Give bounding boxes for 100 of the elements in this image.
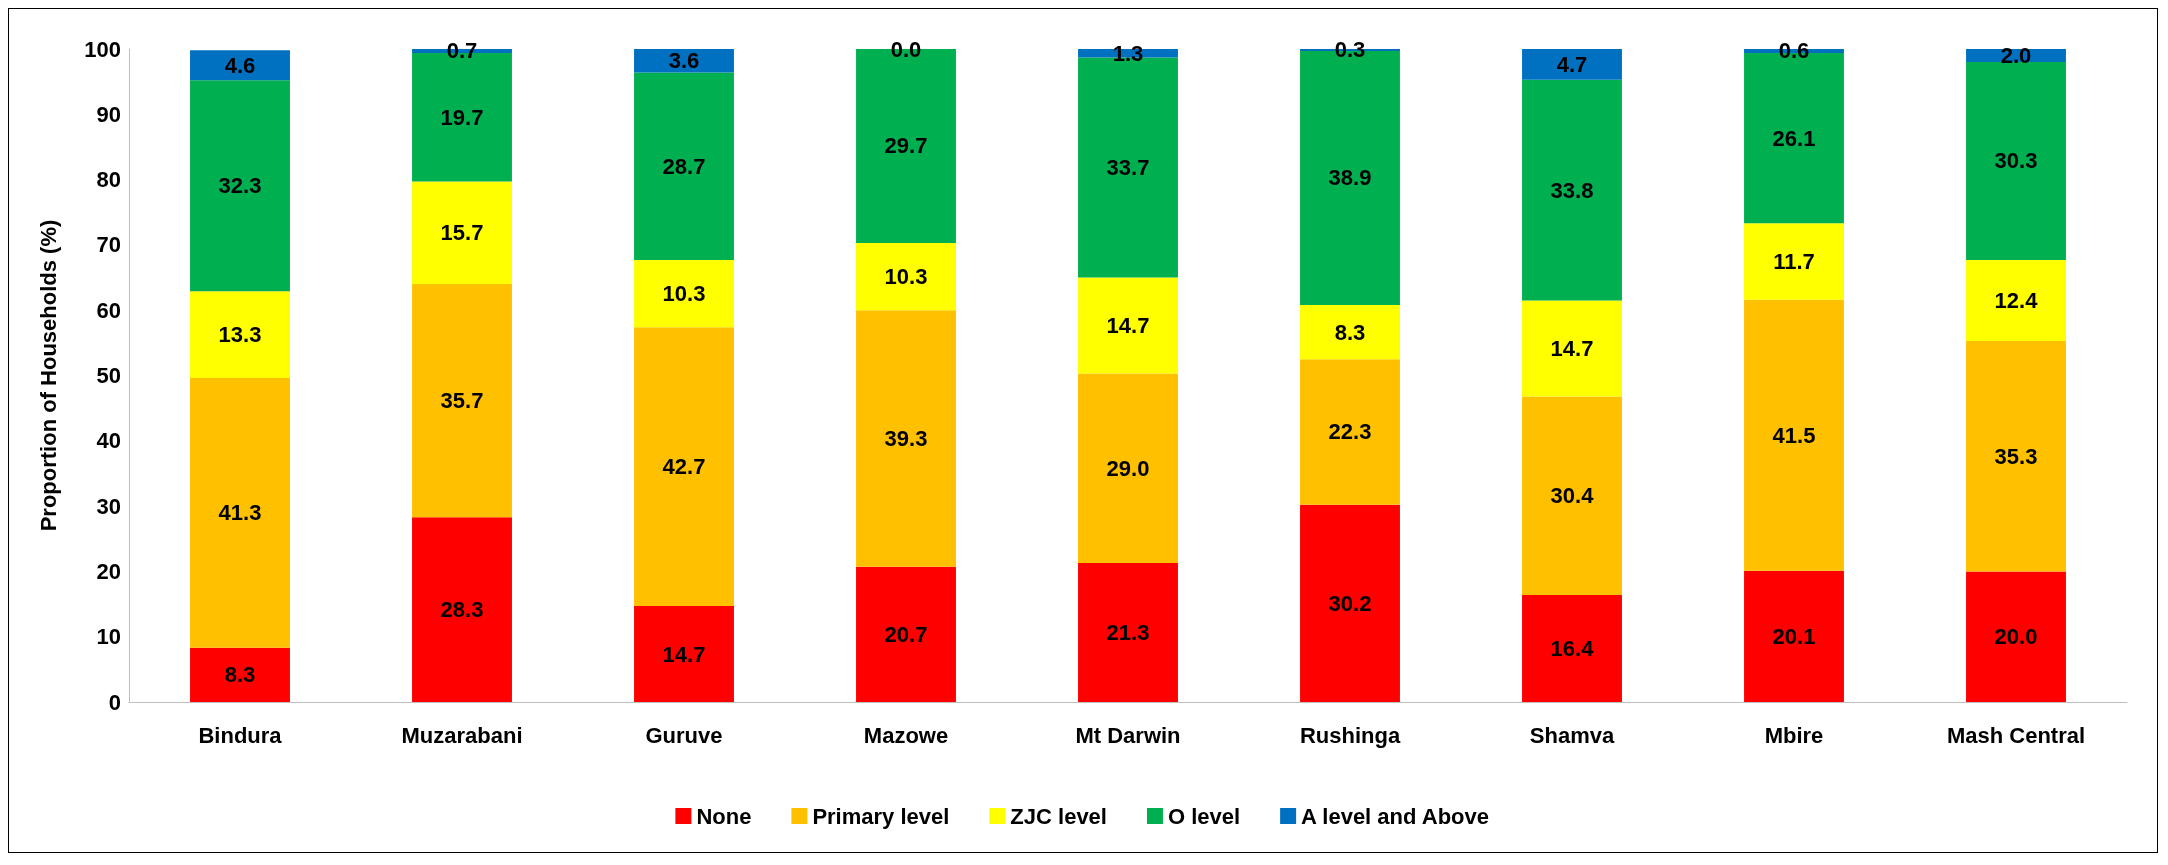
data-label: 0.3 bbox=[1334, 37, 1366, 63]
bar bbox=[1522, 49, 1622, 80]
data-label: 21.3 bbox=[1106, 619, 1150, 645]
bar bbox=[1300, 304, 1400, 360]
y-tick-label: 70 bbox=[96, 232, 121, 258]
bar bbox=[1744, 223, 1844, 300]
legend-label: Primary level bbox=[812, 803, 950, 829]
bar bbox=[1522, 79, 1622, 301]
data-label: 4.6 bbox=[224, 52, 256, 78]
y-tick-label: 100 bbox=[84, 36, 121, 62]
x-tick-label: Muzarabani bbox=[401, 722, 523, 748]
bar bbox=[634, 327, 734, 607]
bar bbox=[1522, 594, 1622, 702]
y-tick-label: 80 bbox=[96, 167, 121, 193]
data-label: 30.4 bbox=[1550, 483, 1595, 509]
data-label: 29.7 bbox=[884, 133, 928, 159]
data-label: 2.0 bbox=[2000, 43, 2032, 69]
x-tick-label: Bindura bbox=[198, 722, 283, 748]
bar bbox=[190, 80, 290, 292]
x-tick-label: Mazowe bbox=[863, 722, 949, 748]
bar bbox=[1300, 359, 1400, 505]
bar bbox=[1522, 300, 1622, 397]
data-label: 30.2 bbox=[1328, 590, 1372, 616]
x-tick-label: Mbire bbox=[1764, 722, 1824, 748]
legend-label: None bbox=[696, 803, 752, 829]
data-label: 14.7 bbox=[662, 641, 706, 667]
data-label: 26.1 bbox=[1772, 125, 1816, 151]
bar bbox=[190, 291, 290, 379]
bar bbox=[1078, 277, 1178, 374]
data-label: 10.3 bbox=[884, 264, 928, 290]
data-label: 39.3 bbox=[884, 426, 928, 452]
data-label: 42.7 bbox=[662, 454, 706, 480]
data-label: 20.7 bbox=[884, 621, 928, 647]
x-tick-label: Shamva bbox=[1529, 722, 1615, 748]
data-label: 3.6 bbox=[668, 48, 700, 74]
y-tick-label: 90 bbox=[96, 101, 121, 127]
bar bbox=[1078, 562, 1178, 702]
x-tick-label: Mash Central bbox=[1946, 722, 2086, 748]
data-label: 13.3 bbox=[218, 322, 262, 348]
x-tick-label: Mt Darwin bbox=[1075, 722, 1181, 748]
x-tick-label: Guruve bbox=[645, 722, 723, 748]
bar bbox=[412, 181, 512, 285]
y-axis-title: Proportion of Households (%) bbox=[35, 219, 61, 532]
x-tick-label: Rushinga bbox=[1299, 722, 1401, 748]
bar bbox=[190, 50, 290, 81]
bar bbox=[856, 242, 956, 311]
data-label: 16.4 bbox=[1550, 635, 1595, 661]
data-label: 29.0 bbox=[1106, 455, 1150, 481]
bar bbox=[634, 72, 734, 260]
bar bbox=[190, 378, 290, 648]
data-label: 8.3 bbox=[224, 662, 256, 688]
y-tick-label: 30 bbox=[96, 493, 121, 519]
data-label: 28.3 bbox=[440, 597, 484, 623]
data-label: 33.7 bbox=[1106, 155, 1150, 181]
bar bbox=[1744, 299, 1844, 571]
data-label: 22.3 bbox=[1328, 419, 1372, 445]
data-label: 33.8 bbox=[1550, 177, 1594, 203]
y-tick-label: 40 bbox=[96, 428, 121, 454]
data-label: 30.3 bbox=[1994, 148, 2038, 174]
data-label: 32.3 bbox=[218, 173, 262, 199]
legend-label: O level bbox=[1167, 803, 1241, 829]
bar bbox=[1300, 504, 1400, 702]
data-label: 14.7 bbox=[1550, 335, 1594, 361]
data-label: 28.7 bbox=[662, 153, 706, 179]
legend-label: A level and Above bbox=[1301, 803, 1489, 829]
data-label: 10.3 bbox=[662, 281, 706, 307]
data-label: 35.3 bbox=[1994, 443, 2038, 469]
data-label: 0.6 bbox=[1778, 38, 1810, 64]
data-label: 0.7 bbox=[446, 38, 478, 64]
data-label: 12.4 bbox=[1994, 287, 2039, 313]
bar bbox=[412, 517, 512, 702]
bar bbox=[1966, 340, 2066, 572]
bar bbox=[856, 566, 956, 702]
y-tick-label: 20 bbox=[96, 558, 121, 584]
y-tick-label: 50 bbox=[96, 363, 121, 388]
bar bbox=[856, 310, 956, 567]
bar bbox=[634, 259, 734, 328]
data-label: 38.9 bbox=[1328, 165, 1372, 191]
data-label: 20.1 bbox=[1772, 623, 1816, 649]
bar bbox=[634, 606, 734, 702]
data-label: 8.3 bbox=[1334, 319, 1366, 345]
data-label: 20.0 bbox=[1994, 624, 2038, 650]
y-tick-label: 60 bbox=[96, 297, 121, 323]
bar bbox=[412, 284, 512, 518]
y-tick-label: 10 bbox=[96, 624, 121, 650]
data-label: 19.7 bbox=[440, 104, 484, 130]
data-label: 15.7 bbox=[440, 220, 484, 246]
bar bbox=[190, 647, 290, 702]
data-label: 35.7 bbox=[440, 388, 484, 414]
bar bbox=[1078, 373, 1178, 563]
data-label: 41.5 bbox=[1772, 422, 1816, 448]
data-label: 41.3 bbox=[218, 500, 262, 526]
bar bbox=[634, 49, 734, 73]
y-tick-label: 0 bbox=[108, 689, 121, 715]
data-label: 11.7 bbox=[1773, 249, 1815, 275]
legend-label: ZJC level bbox=[1010, 803, 1107, 829]
bar bbox=[1744, 570, 1844, 702]
data-label: 14.7 bbox=[1106, 313, 1150, 339]
bar bbox=[1522, 396, 1622, 595]
bar bbox=[1966, 571, 2066, 702]
